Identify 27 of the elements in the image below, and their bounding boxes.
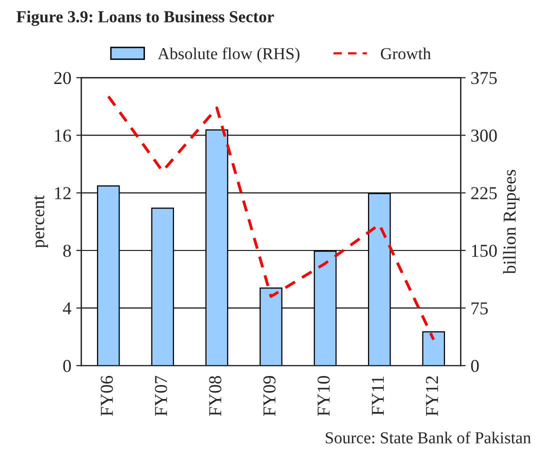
source-note: Source: State Bank of Pakistan bbox=[326, 432, 531, 444]
y-tick-label: 8 bbox=[63, 244, 71, 257]
y2-tick-label: 375 bbox=[471, 72, 497, 84]
legend-label: Absolute flow (RHS) bbox=[158, 47, 300, 63]
y2-axis-title: billion Rupees bbox=[503, 170, 520, 274]
line-series bbox=[107, 95, 435, 342]
y2-tick-label: 0 bbox=[471, 360, 479, 372]
y-tick-label: 0 bbox=[63, 360, 71, 372]
y-tick-label: 20 bbox=[54, 72, 71, 84]
x-tick-label: FY09 bbox=[263, 376, 276, 416]
y-tick-label: 16 bbox=[55, 130, 72, 142]
y-tick-label: 12 bbox=[55, 187, 71, 200]
legend-label: Growth bbox=[380, 48, 431, 60]
y-axis-title: percent bbox=[34, 195, 48, 248]
x-tick-label: FY12 bbox=[426, 376, 438, 416]
chart-title: Figure 3.9: Loans to Business Sector bbox=[16, 10, 274, 26]
y-tick-label: 4 bbox=[62, 302, 72, 314]
bar bbox=[422, 331, 445, 366]
x-tick-label: FY07 bbox=[154, 376, 168, 416]
y2-tick-label: 225 bbox=[471, 187, 497, 200]
x-tick-label: FY06 bbox=[100, 376, 113, 416]
y2-tick-label: 75 bbox=[472, 302, 488, 314]
y2-tick-label: 150 bbox=[472, 244, 497, 257]
x-tick-label: FY10 bbox=[318, 376, 330, 416]
y2-tick-label: 300 bbox=[471, 130, 497, 142]
x-tick-label: FY08 bbox=[209, 376, 222, 416]
x-tick-label: FY11 bbox=[372, 376, 384, 416]
